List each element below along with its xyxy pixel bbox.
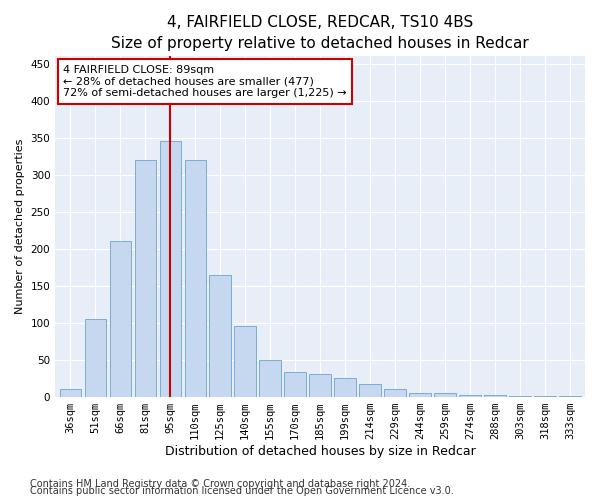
- Bar: [235, 326, 256, 396]
- Y-axis label: Number of detached properties: Number of detached properties: [15, 139, 25, 314]
- Bar: [359, 384, 380, 396]
- Bar: [259, 360, 281, 397]
- Text: Contains public sector information licensed under the Open Government Licence v3: Contains public sector information licen…: [30, 486, 454, 496]
- Text: Contains HM Land Registry data © Crown copyright and database right 2024.: Contains HM Land Registry data © Crown c…: [30, 479, 410, 489]
- Bar: [59, 389, 81, 396]
- Bar: [185, 160, 206, 396]
- Bar: [385, 389, 406, 396]
- Bar: [484, 395, 506, 396]
- Bar: [434, 393, 455, 396]
- Bar: [160, 142, 181, 396]
- Bar: [460, 395, 481, 396]
- Title: 4, FAIRFIELD CLOSE, REDCAR, TS10 4BS
Size of property relative to detached house: 4, FAIRFIELD CLOSE, REDCAR, TS10 4BS Siz…: [111, 15, 529, 51]
- Bar: [209, 274, 231, 396]
- Bar: [284, 372, 306, 396]
- Bar: [409, 393, 431, 396]
- X-axis label: Distribution of detached houses by size in Redcar: Distribution of detached houses by size …: [165, 444, 475, 458]
- Bar: [310, 374, 331, 396]
- Bar: [85, 319, 106, 396]
- Bar: [334, 378, 356, 396]
- Bar: [110, 242, 131, 396]
- Bar: [134, 160, 156, 396]
- Text: 4 FAIRFIELD CLOSE: 89sqm
← 28% of detached houses are smaller (477)
72% of semi-: 4 FAIRFIELD CLOSE: 89sqm ← 28% of detach…: [63, 65, 347, 98]
